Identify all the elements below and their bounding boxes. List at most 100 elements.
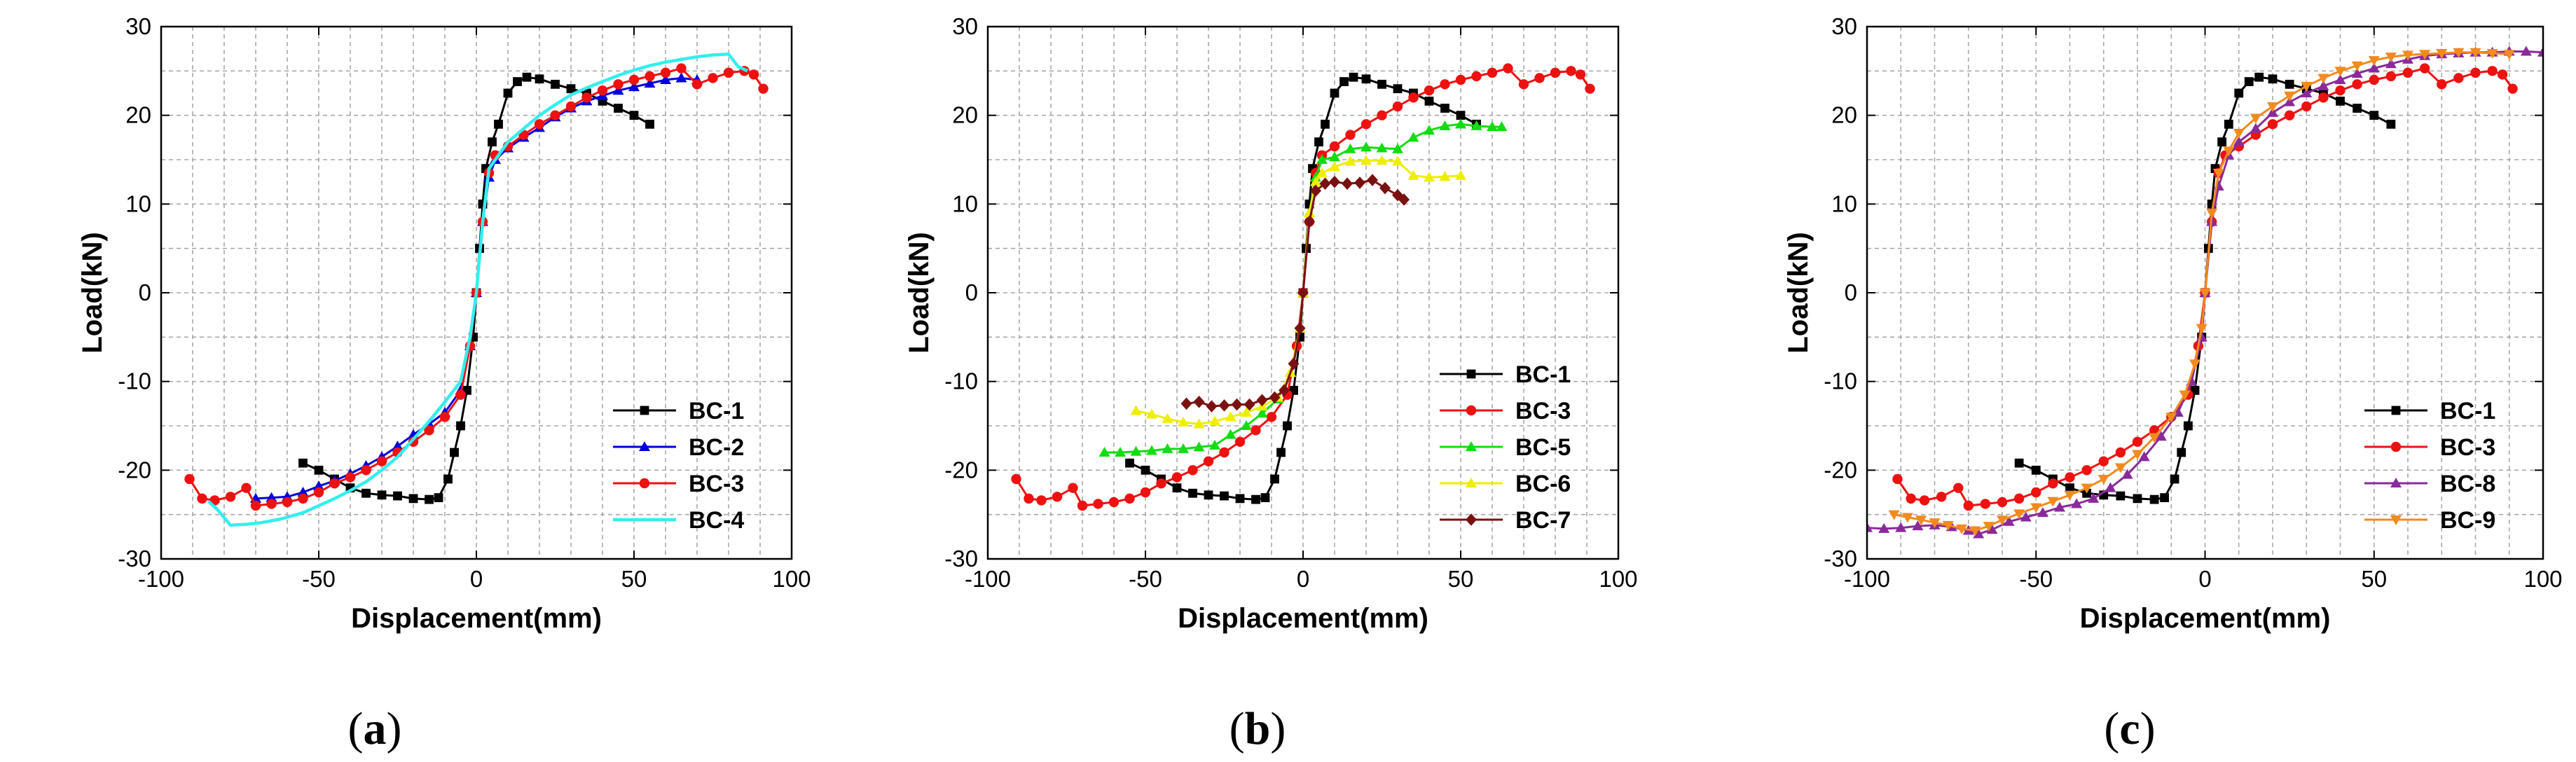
data-point [1575,69,1586,80]
data-point [1093,499,1103,509]
data-point [1456,111,1466,120]
data-point [534,119,545,130]
x-tick-label: 100 [772,566,811,592]
data-point [2368,56,2380,67]
data-point [2419,50,2431,60]
data-point [1892,473,1903,485]
data-point [1585,83,1595,94]
data-point [443,474,453,484]
data-point [1235,494,1245,504]
data-point [1241,420,1252,430]
data-point [2233,136,2245,146]
caption-paren-open: ( [1230,703,1245,754]
legend-label-BC-1: BC-1 [689,398,744,424]
data-point [1294,321,1306,335]
panel-caption: (b) [1230,703,1286,754]
data-point [1936,492,1947,502]
legend-marker-BC-7 [1466,513,1477,526]
data-point [2453,73,2464,83]
y-tick-label: 0 [1845,279,1857,305]
data-point [723,67,734,78]
data-point [314,465,324,475]
data-point [2116,491,2126,501]
data-point [408,494,418,504]
legend-label-BC-9: BC-9 [2440,507,2495,534]
data-point [708,73,718,83]
y-axis-label: Load(kN) [77,232,108,353]
y-tick-label: 30 [1831,13,1857,39]
data-point [1310,184,1321,198]
y-tick-label: -20 [118,457,151,483]
data-point [1156,478,1166,489]
y-axis-label: Load(kN) [904,232,935,353]
data-point [1344,155,1356,166]
data-point [456,421,465,431]
data-point [392,441,404,451]
data-point [676,63,687,74]
data-point [1178,416,1189,427]
data-point [1024,493,1034,504]
data-point [313,480,324,491]
data-point [1550,67,1561,78]
data-point [1178,443,1189,453]
x-tick-label: -100 [1844,566,1890,592]
x-tick-label: -100 [138,566,184,592]
data-point [1566,66,1576,76]
data-point [376,456,387,466]
data-point [434,493,443,502]
data-point [1270,474,1279,484]
data-point [1973,528,1985,539]
data-point [2334,74,2346,84]
data-point [2369,111,2379,120]
legend-label-BC-8: BC-8 [2440,471,2495,497]
x-tick-label: -50 [302,566,336,592]
data-point [691,79,703,90]
data-point [2133,494,2142,504]
data-point [1297,286,1309,299]
data-point [1942,520,1954,531]
data-point [2318,92,2329,103]
y-tick-label: 30 [125,13,151,39]
data-point [1244,398,1255,411]
data-point [2031,465,2041,475]
data-point [1424,85,1435,96]
data-point [2013,509,2025,520]
x-tick-label: 0 [2198,566,2211,592]
plot-frame [986,25,1620,560]
data-point [2223,146,2235,157]
data-point [2267,119,2278,130]
y-axis-label: Load(kN) [1783,232,1814,353]
data-point [1171,472,1183,483]
legend-marker-BC-8 [2390,478,2402,487]
data-point [2138,451,2150,462]
data-point [1329,161,1340,172]
data-point [298,493,308,504]
data-point [2149,433,2161,443]
series-BC-3 [184,63,769,511]
data-point [2507,83,2518,94]
data-point [1125,458,1134,468]
legend-marker-BC-5 [1466,441,1477,451]
data-point [2487,66,2498,76]
data-point [1929,518,1941,529]
x-tick-label: 50 [621,566,647,592]
data-point [1052,492,1063,502]
data-point [345,472,356,483]
data-point [1077,500,1088,511]
data-point [1330,88,1339,98]
data-point [2160,493,2169,502]
data-point [2267,102,2278,112]
legend-marker-BC-2 [639,441,650,451]
data-point [1130,445,1142,456]
data-point [2064,490,2076,501]
data-point [1392,143,1403,153]
data-point [597,85,608,96]
data-point [1218,399,1230,412]
data-point [1496,121,1508,132]
data-point [2037,507,2048,518]
data-point [184,473,195,485]
data-point [1455,74,1466,85]
data-point [2013,493,2025,504]
data-point [2165,413,2177,423]
data-point [1424,125,1435,135]
